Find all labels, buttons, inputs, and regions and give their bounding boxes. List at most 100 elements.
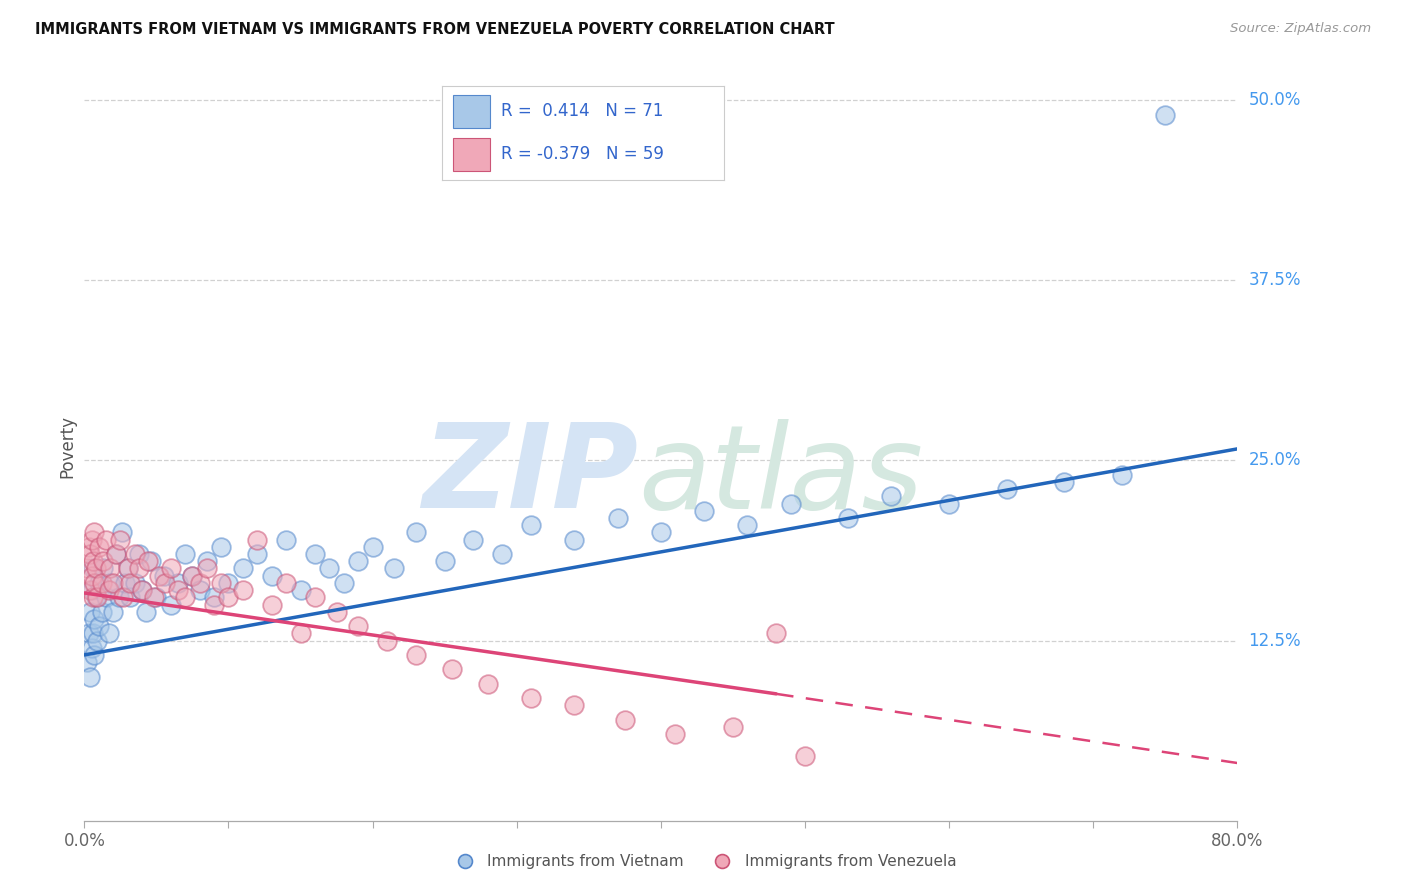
Point <box>405 648 427 662</box>
Point <box>76 561 98 575</box>
Point <box>82 561 104 575</box>
Text: 12.5%: 12.5% <box>1249 632 1301 649</box>
Point <box>160 598 183 612</box>
Point <box>304 591 326 605</box>
Text: Source: ZipAtlas.com: Source: ZipAtlas.com <box>1230 22 1371 36</box>
Point <box>103 575 124 590</box>
Point <box>246 533 269 547</box>
Point <box>90 605 112 619</box>
Point <box>80 568 103 582</box>
Point <box>87 619 110 633</box>
Point <box>1111 467 1133 482</box>
Point <box>318 561 340 575</box>
Point <box>174 591 197 605</box>
Point <box>160 561 183 575</box>
Point <box>86 633 108 648</box>
Point <box>80 583 103 598</box>
Point <box>520 691 543 706</box>
Point <box>79 605 101 619</box>
Point <box>491 547 513 561</box>
Point <box>79 669 101 683</box>
Point <box>117 561 139 575</box>
Point <box>87 540 110 554</box>
Point <box>148 568 170 582</box>
Point <box>463 533 485 547</box>
Point <box>325 605 347 619</box>
Point <box>276 575 298 590</box>
Point <box>290 626 312 640</box>
Point <box>124 575 146 590</box>
Point <box>86 591 108 605</box>
Point <box>94 591 117 605</box>
Point <box>82 626 104 640</box>
Point <box>779 497 801 511</box>
Point <box>152 568 174 582</box>
Point <box>174 547 197 561</box>
Point <box>120 575 142 590</box>
Point <box>83 525 105 540</box>
Point <box>82 591 104 605</box>
Point <box>77 540 100 554</box>
Point <box>181 568 204 582</box>
Point <box>290 583 312 598</box>
Text: ZIP: ZIP <box>422 418 638 533</box>
Point <box>98 561 121 575</box>
Point <box>167 583 190 598</box>
Point <box>880 490 903 504</box>
Point <box>650 525 672 540</box>
Point <box>195 561 218 575</box>
Point <box>181 568 204 582</box>
Point <box>91 561 114 575</box>
Point <box>77 626 100 640</box>
Point <box>128 561 150 575</box>
Point <box>117 561 139 575</box>
Point <box>564 698 586 713</box>
Point <box>433 554 456 568</box>
Point <box>276 533 298 547</box>
Point <box>114 575 136 590</box>
Point <box>97 583 120 598</box>
Point <box>218 591 240 605</box>
Point <box>440 662 463 676</box>
Point <box>131 583 153 598</box>
Point <box>232 561 254 575</box>
Point <box>765 626 787 640</box>
Text: 37.5%: 37.5% <box>1249 271 1301 289</box>
Point <box>794 748 817 763</box>
Point <box>405 525 427 540</box>
Point <box>83 612 105 626</box>
Point <box>79 583 101 598</box>
Point <box>83 575 105 590</box>
Point <box>361 540 384 554</box>
Text: IMMIGRANTS FROM VIETNAM VS IMMIGRANTS FROM VENEZUELA POVERTY CORRELATION CHART: IMMIGRANTS FROM VIETNAM VS IMMIGRANTS FR… <box>35 22 835 37</box>
Point <box>209 540 232 554</box>
Y-axis label: Poverty: Poverty <box>58 415 76 477</box>
Point <box>246 547 269 561</box>
Point <box>209 575 232 590</box>
Point <box>91 554 114 568</box>
Point <box>304 547 326 561</box>
Point <box>90 575 112 590</box>
Point <box>110 533 132 547</box>
Point <box>347 619 370 633</box>
Point <box>195 554 218 568</box>
Point <box>84 591 107 605</box>
Point <box>97 626 120 640</box>
Point <box>131 583 153 598</box>
Point <box>167 575 190 590</box>
Point <box>142 591 165 605</box>
Point <box>477 677 499 691</box>
Point <box>938 497 960 511</box>
Point <box>105 547 128 561</box>
Point <box>664 727 686 741</box>
Text: 50.0%: 50.0% <box>1249 91 1301 109</box>
Text: 25.0%: 25.0% <box>1249 451 1301 469</box>
Point <box>260 598 283 612</box>
Point <box>135 605 157 619</box>
Point <box>347 554 370 568</box>
Point <box>1053 475 1076 489</box>
Point <box>124 547 146 561</box>
Legend: Immigrants from Vietnam, Immigrants from Venezuela: Immigrants from Vietnam, Immigrants from… <box>443 848 963 875</box>
Point <box>564 533 586 547</box>
Point <box>218 575 240 590</box>
